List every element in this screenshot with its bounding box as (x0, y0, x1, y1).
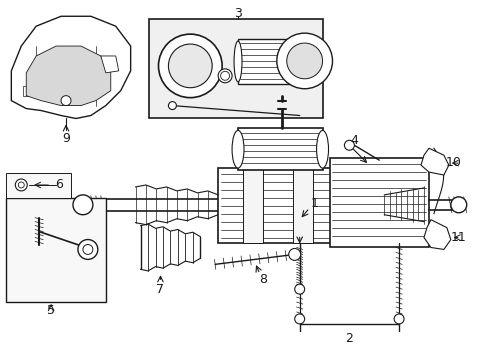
Circle shape (344, 140, 354, 150)
Circle shape (158, 34, 222, 98)
Bar (329, 158, 428, 247)
Circle shape (294, 314, 304, 324)
Text: 3: 3 (234, 7, 242, 20)
Text: 11: 11 (450, 231, 466, 244)
Circle shape (294, 284, 304, 294)
Bar (292, 168, 312, 243)
Circle shape (73, 195, 93, 215)
Circle shape (78, 239, 98, 260)
Ellipse shape (218, 69, 232, 83)
Bar (218, 168, 337, 243)
Ellipse shape (288, 41, 296, 82)
Polygon shape (26, 46, 111, 105)
Ellipse shape (316, 130, 328, 168)
Circle shape (450, 197, 466, 213)
Bar (238, 39, 292, 84)
Circle shape (276, 33, 332, 89)
Circle shape (288, 248, 300, 260)
Polygon shape (101, 56, 119, 73)
Ellipse shape (232, 130, 244, 168)
Bar (6, 173, 71, 198)
Bar (6, 198, 105, 302)
Circle shape (61, 96, 71, 105)
Circle shape (286, 43, 322, 79)
Circle shape (393, 314, 403, 324)
Text: 9: 9 (62, 132, 70, 145)
Text: 2: 2 (345, 332, 353, 345)
Bar (23, 86, 41, 96)
Text: 4: 4 (350, 134, 358, 147)
Bar (148, 19, 322, 118)
Text: 7: 7 (156, 283, 164, 296)
Text: 5: 5 (47, 305, 55, 318)
Bar (238, 129, 322, 170)
Bar (243, 168, 263, 243)
Text: 1: 1 (310, 197, 318, 210)
Polygon shape (11, 16, 130, 118)
Text: 10: 10 (445, 156, 461, 168)
Circle shape (15, 179, 27, 191)
Text: 6: 6 (55, 179, 63, 192)
Circle shape (168, 102, 176, 109)
Text: 8: 8 (258, 273, 266, 286)
Circle shape (168, 44, 212, 88)
Polygon shape (420, 148, 448, 175)
Polygon shape (423, 220, 450, 249)
Ellipse shape (234, 41, 242, 82)
